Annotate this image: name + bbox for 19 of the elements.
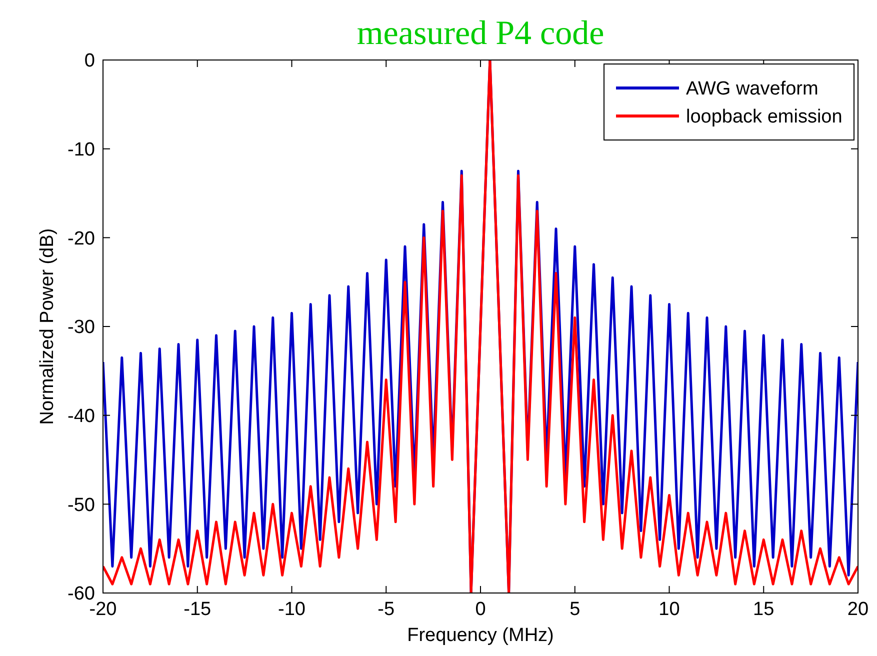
- x-tick-label: 20: [847, 599, 869, 620]
- x-tick-label: 5: [570, 599, 580, 620]
- y-tick-label: -30: [68, 317, 95, 338]
- y-tick-label: -40: [68, 406, 95, 427]
- x-tick-label: 10: [658, 599, 680, 620]
- y-axis-title: Normalized Power (dB): [37, 228, 58, 425]
- x-tick-label: -15: [184, 599, 212, 620]
- x-tick-label: -10: [278, 599, 306, 620]
- y-tick-label: -50: [68, 494, 95, 516]
- x-tick-label: 15: [753, 599, 774, 620]
- y-tick-label: 0: [84, 50, 95, 72]
- x-axis-title: Frequency (MHz): [407, 625, 554, 646]
- legend-label: loopback emission: [686, 106, 842, 128]
- x-tick-label: 0: [475, 599, 486, 620]
- legend-label: AWG waveform: [686, 78, 818, 100]
- x-tick-label: -5: [378, 599, 395, 620]
- y-tick-label: -20: [68, 228, 95, 250]
- chart-title: measured P4 code: [356, 15, 604, 52]
- y-tick-label: -10: [68, 139, 95, 160]
